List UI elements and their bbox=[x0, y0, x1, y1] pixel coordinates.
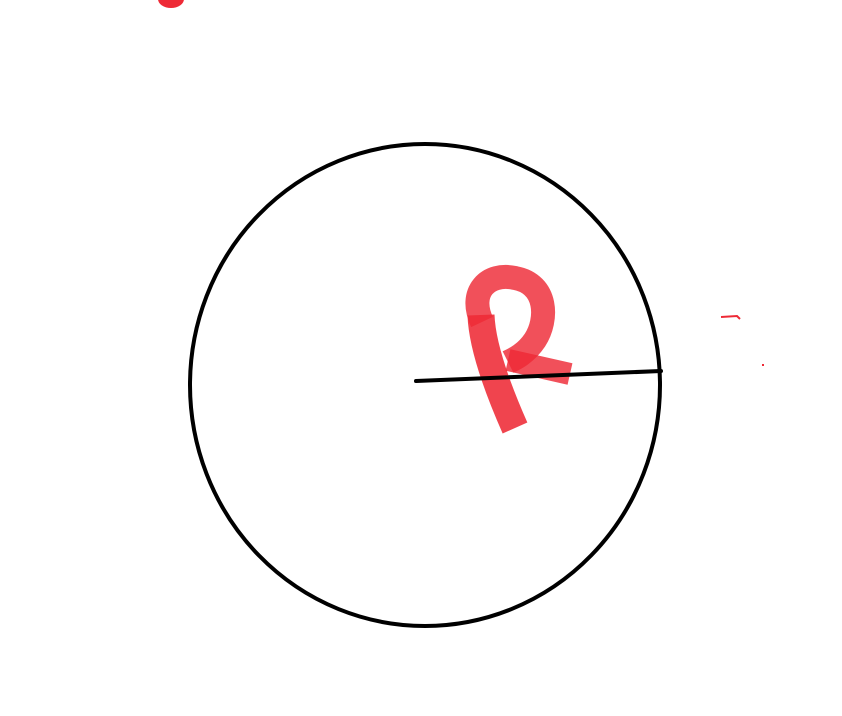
stray-red-dot bbox=[762, 364, 764, 366]
r-stem-stroke bbox=[467, 314, 528, 434]
stray-red-dash bbox=[720, 314, 741, 320]
radius-line bbox=[414, 369, 663, 383]
circle-outline bbox=[188, 142, 662, 628]
radius-label-text: R bbox=[515, 379, 516, 381]
radius-label-r: R bbox=[465, 264, 573, 434]
stray-red-blob bbox=[158, 0, 184, 8]
r-leg-stroke bbox=[505, 349, 573, 385]
